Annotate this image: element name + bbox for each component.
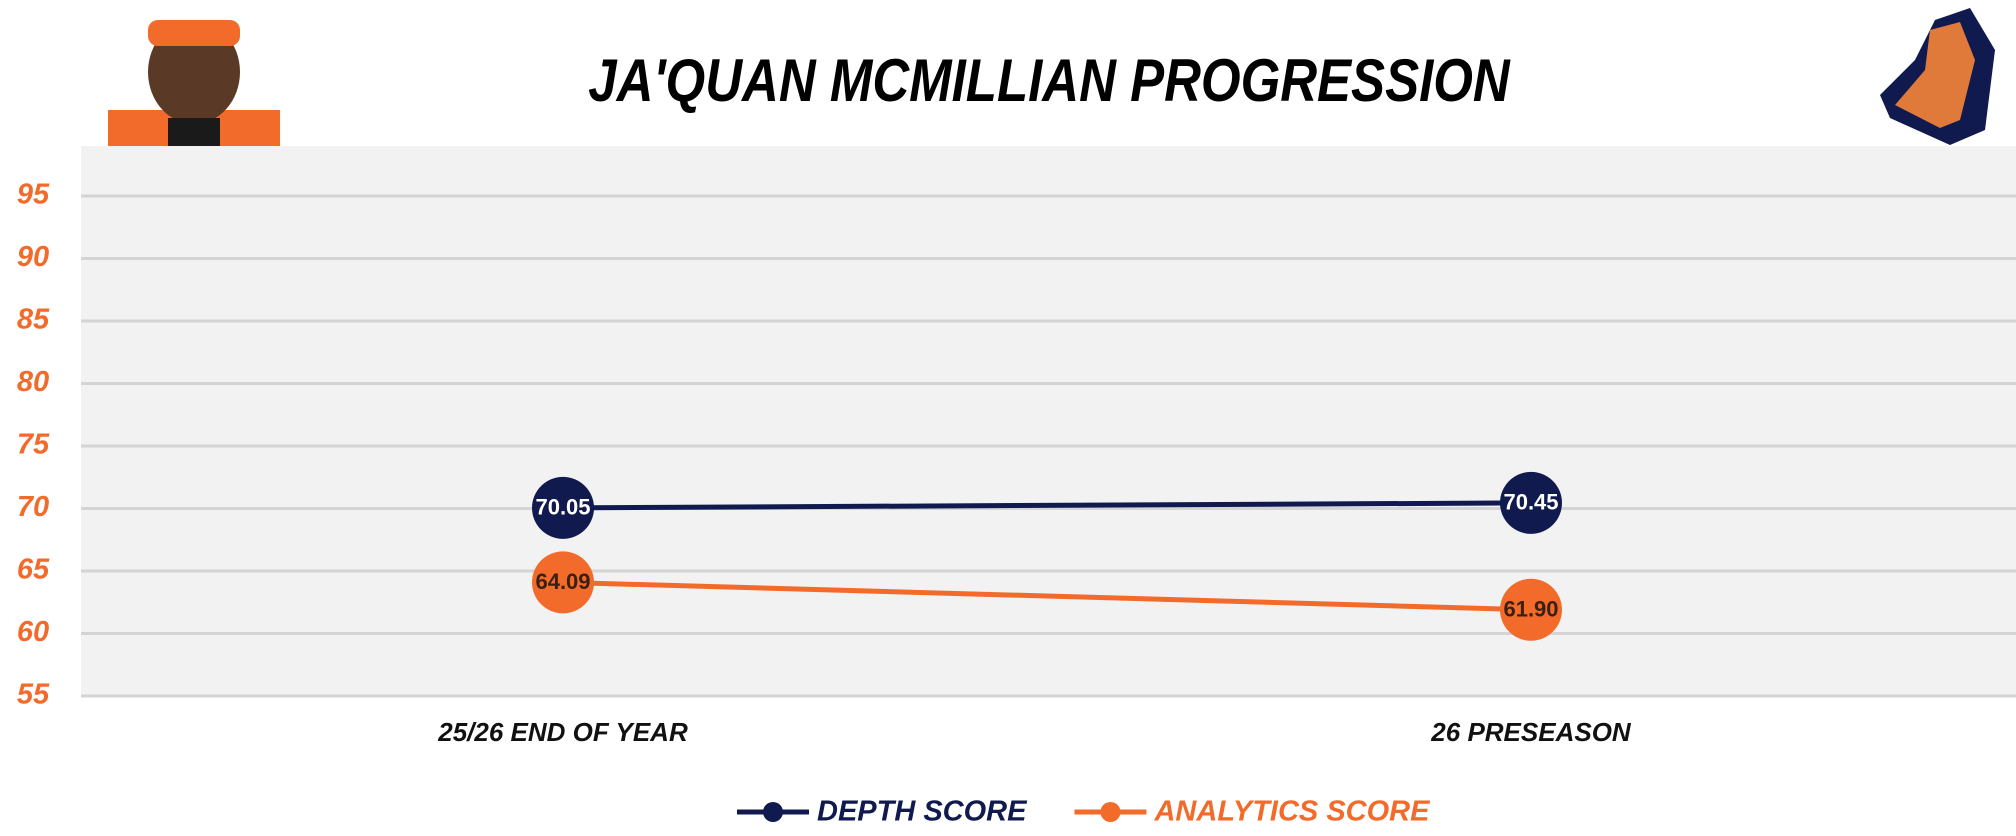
chart-title: JA'QUAN MCMILLIAN PROGRESSION bbox=[588, 47, 1511, 114]
y-tick-label: 95 bbox=[17, 179, 50, 211]
point bbox=[532, 551, 594, 614]
legend-label: ANALYTICS SCORE bbox=[1153, 796, 1431, 828]
point bbox=[532, 476, 594, 539]
plot-area bbox=[81, 146, 2016, 696]
series-line bbox=[562, 579, 1532, 613]
y-tick-label: 90 bbox=[17, 241, 49, 273]
series-line bbox=[562, 500, 1532, 511]
value-label: 64.09 bbox=[535, 569, 590, 594]
y-tick-label: 75 bbox=[17, 429, 50, 461]
legend-label: DEPTH SCORE bbox=[817, 796, 1028, 828]
value-label: 70.05 bbox=[535, 495, 590, 520]
y-tick-label: 85 bbox=[17, 304, 50, 336]
point bbox=[1500, 578, 1562, 641]
x-tick-label: 26 PRESEASON bbox=[1430, 717, 1632, 747]
y-tick-label: 65 bbox=[17, 554, 50, 586]
value-label: 70.45 bbox=[1503, 490, 1558, 515]
point bbox=[1500, 471, 1562, 534]
y-tick-label: 55 bbox=[17, 679, 50, 711]
y-tick-label: 80 bbox=[17, 366, 49, 398]
player-photo bbox=[108, 20, 280, 146]
y-tick-label: 70 bbox=[17, 491, 49, 523]
x-tick-label: 25/26 END OF YEAR bbox=[437, 717, 688, 747]
team-logo bbox=[1880, 8, 1995, 145]
value-label: 61.90 bbox=[1503, 597, 1558, 622]
legend-marker bbox=[1100, 802, 1121, 822]
y-tick-label: 60 bbox=[17, 616, 49, 648]
legend-marker bbox=[763, 802, 783, 822]
